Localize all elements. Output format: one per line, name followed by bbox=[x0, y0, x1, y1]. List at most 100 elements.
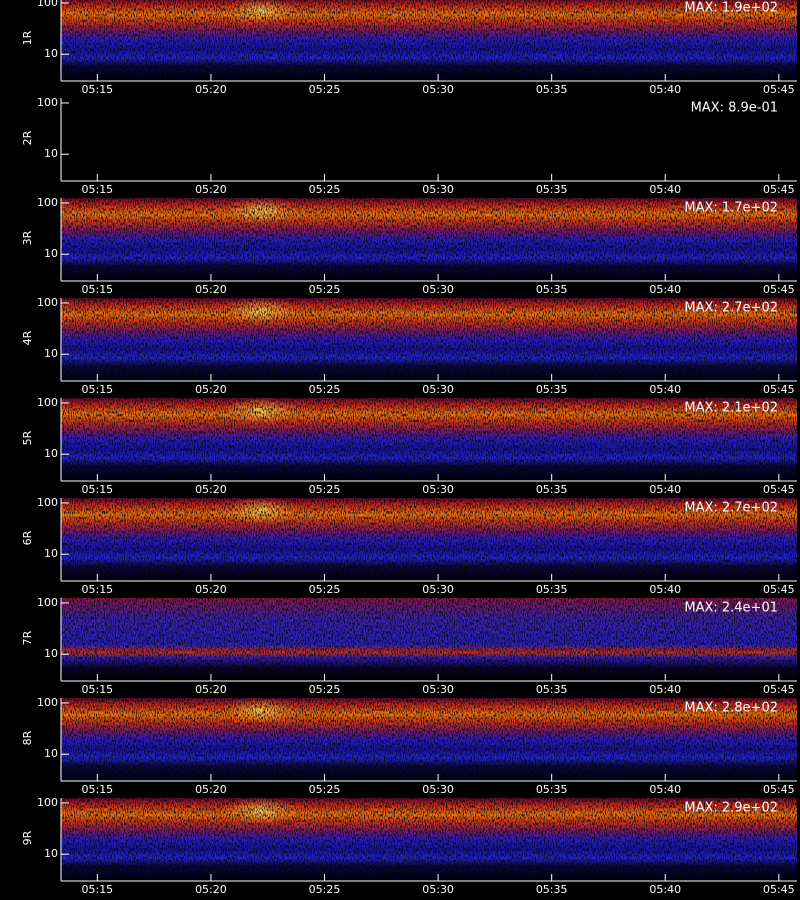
y-tick-label: 10 bbox=[44, 547, 58, 560]
max-label: MAX: 2.7e+02 bbox=[684, 301, 778, 316]
x-tick-label: 05:30 bbox=[422, 283, 454, 296]
x-tick-label: 05:25 bbox=[309, 483, 341, 496]
x-tick-label: 05:35 bbox=[536, 483, 568, 496]
x-tick-label: 05:15 bbox=[81, 883, 113, 896]
x-tick-label: 05:15 bbox=[81, 783, 113, 796]
x-tick-label: 05:15 bbox=[81, 83, 113, 96]
y-tick-label: 10 bbox=[44, 647, 58, 660]
x-tick-label: 05:40 bbox=[649, 583, 681, 596]
x-tick-label: 05:35 bbox=[536, 83, 568, 96]
y-tick-label: 10 bbox=[44, 847, 58, 860]
x-tick-label: 05:35 bbox=[536, 383, 568, 396]
y-tick-label: 100 bbox=[37, 696, 58, 709]
x-tick-label: 05:40 bbox=[649, 483, 681, 496]
max-label: MAX: 2.9e+02 bbox=[684, 801, 778, 816]
panel: 10 100 05:15 05:20 05:25 05:30 05:35 05:40 05:45… bbox=[21, 496, 797, 596]
y-tick-label: 100 bbox=[37, 596, 58, 609]
y-axis-label: 1R bbox=[21, 30, 34, 45]
x-tick-label: 05:30 bbox=[422, 83, 454, 96]
x-tick-label: 05:30 bbox=[422, 183, 454, 196]
speckle bbox=[61, 298, 797, 381]
y-axis-label: 5R bbox=[21, 430, 34, 445]
y-axis-label: 7R bbox=[21, 630, 34, 645]
panel: 10 100 05:15 05:20 05:25 05:30 05:35 05:40 05:45… bbox=[21, 196, 797, 296]
y-tick-label: 10 bbox=[44, 747, 58, 760]
x-tick-label: 05:30 bbox=[422, 783, 454, 796]
y-axis-label: 6R bbox=[21, 530, 34, 545]
x-tick-label: 05:20 bbox=[195, 383, 227, 396]
y-axis-label: 2R bbox=[21, 130, 34, 145]
panel: 10 100 05:15 05:20 05:25 05:30 05:35 05:40 05:45… bbox=[21, 796, 797, 896]
x-tick-label: 05:25 bbox=[309, 283, 341, 296]
x-tick-label: 05:30 bbox=[422, 683, 454, 696]
x-tick-label: 05:35 bbox=[536, 883, 568, 896]
speckle bbox=[61, 0, 797, 81]
panel: 10 100 05:15 05:20 05:25 05:30 05:35 05:40 05:45… bbox=[21, 396, 797, 496]
max-label: MAX: 1.9e+02 bbox=[684, 1, 778, 16]
x-tick-label: 05:15 bbox=[81, 183, 113, 196]
x-tick-label: 05:45 bbox=[763, 583, 795, 596]
x-tick-label: 05:20 bbox=[195, 683, 227, 696]
max-label: MAX: 2.8e+02 bbox=[684, 701, 778, 716]
y-tick-label: 100 bbox=[37, 0, 58, 9]
y-tick-label: 100 bbox=[37, 196, 58, 209]
x-tick-label: 05:20 bbox=[195, 883, 227, 896]
x-tick-label: 05:35 bbox=[536, 583, 568, 596]
x-tick-label: 05:40 bbox=[649, 783, 681, 796]
x-tick-label: 05:45 bbox=[763, 483, 795, 496]
speckle bbox=[61, 498, 797, 581]
x-tick-label: 05:15 bbox=[81, 483, 113, 496]
y-tick-label: 10 bbox=[44, 47, 58, 60]
x-tick-label: 05:25 bbox=[309, 683, 341, 696]
x-tick-label: 05:15 bbox=[81, 283, 113, 296]
x-tick-label: 05:40 bbox=[649, 383, 681, 396]
x-tick-label: 05:45 bbox=[763, 783, 795, 796]
panel: 10 100 05:15 05:20 05:25 05:30 05:35 05:40 05:45… bbox=[21, 0, 797, 96]
y-tick-label: 100 bbox=[37, 796, 58, 809]
x-tick-label: 05:45 bbox=[763, 183, 795, 196]
y-tick-label: 100 bbox=[37, 396, 58, 409]
x-tick-label: 05:20 bbox=[195, 283, 227, 296]
x-tick-label: 05:20 bbox=[195, 183, 227, 196]
panel: 10 100 05:15 05:20 05:25 05:30 05:35 05:40 05:45… bbox=[21, 96, 797, 196]
y-axis-label: 8R bbox=[21, 730, 34, 745]
max-label: MAX: 8.9e-01 bbox=[691, 101, 778, 116]
x-tick-label: 05:45 bbox=[763, 883, 795, 896]
x-tick-label: 05:20 bbox=[195, 583, 227, 596]
max-label: MAX: 1.7e+02 bbox=[684, 201, 778, 216]
x-tick-label: 05:40 bbox=[649, 283, 681, 296]
y-axis-label: 3R bbox=[21, 230, 34, 245]
x-tick-label: 05:35 bbox=[536, 183, 568, 196]
x-tick-label: 05:20 bbox=[195, 483, 227, 496]
x-tick-label: 05:40 bbox=[649, 883, 681, 896]
max-label: MAX: 2.4e+01 bbox=[684, 601, 778, 616]
x-tick-label: 05:40 bbox=[649, 83, 681, 96]
x-tick-label: 05:30 bbox=[422, 583, 454, 596]
speckle bbox=[61, 698, 797, 781]
panel: 10 100 05:15 05:20 05:25 05:30 05:35 05:40 05:45… bbox=[21, 596, 797, 696]
x-tick-label: 05:45 bbox=[763, 383, 795, 396]
x-tick-label: 05:40 bbox=[649, 183, 681, 196]
x-tick-label: 05:40 bbox=[649, 683, 681, 696]
x-tick-label: 05:15 bbox=[81, 583, 113, 596]
max-label: MAX: 2.7e+02 bbox=[684, 501, 778, 516]
x-tick-label: 05:25 bbox=[309, 183, 341, 196]
x-tick-label: 05:35 bbox=[536, 783, 568, 796]
x-tick-label: 05:45 bbox=[763, 683, 795, 696]
x-tick-label: 05:25 bbox=[309, 83, 341, 96]
y-tick-label: 100 bbox=[37, 96, 58, 109]
speckle bbox=[61, 798, 797, 881]
x-tick-label: 05:15 bbox=[81, 383, 113, 396]
speckle bbox=[61, 198, 797, 281]
y-tick-label: 100 bbox=[37, 296, 58, 309]
panel: 10 100 05:15 05:20 05:25 05:30 05:35 05:40 05:45… bbox=[21, 296, 797, 396]
x-tick-label: 05:45 bbox=[763, 283, 795, 296]
y-tick-label: 100 bbox=[37, 496, 58, 509]
y-tick-label: 10 bbox=[44, 247, 58, 260]
speckle bbox=[61, 398, 797, 481]
x-tick-label: 05:35 bbox=[536, 283, 568, 296]
panel: 10 100 05:15 05:20 05:25 05:30 05:35 05:40 05:45… bbox=[21, 696, 797, 796]
x-tick-label: 05:45 bbox=[763, 83, 795, 96]
x-tick-label: 05:30 bbox=[422, 483, 454, 496]
